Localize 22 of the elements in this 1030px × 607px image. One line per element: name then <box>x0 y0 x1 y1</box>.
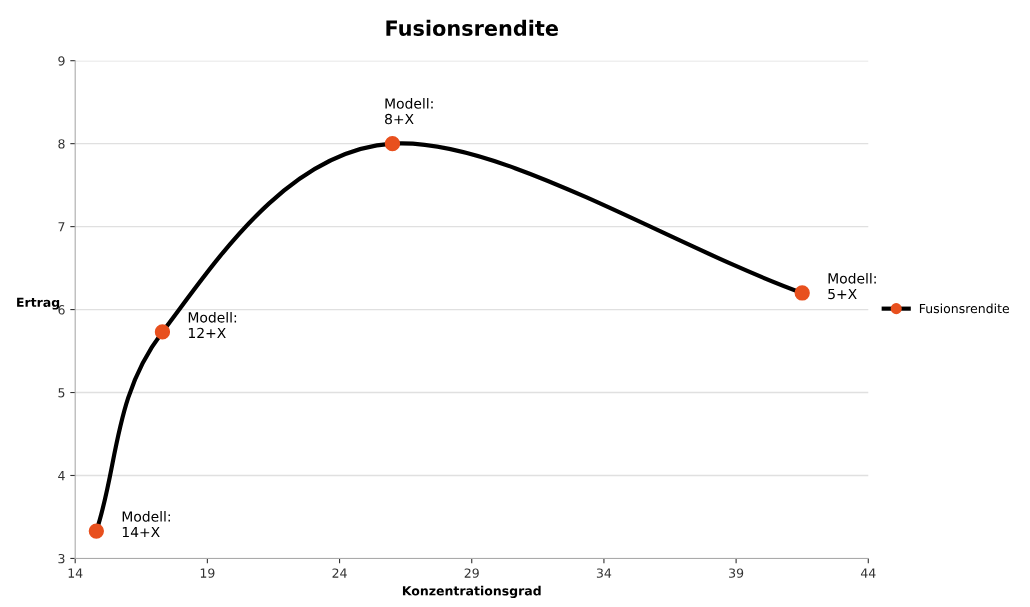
legend-label: Fusionsrendite <box>919 303 1010 314</box>
y-tick-label: 3 <box>58 553 65 564</box>
y-tick-label: 4 <box>58 471 65 481</box>
annotation: Modell: 12+X <box>188 311 237 339</box>
x-tick-label: 14 <box>68 568 83 578</box>
chart-title: Fusionsrendite <box>386 19 558 36</box>
annotation: Modell: 5+X <box>828 272 876 300</box>
x-tick-label: 39 <box>729 568 744 578</box>
y-tick-label: 6 <box>58 305 65 315</box>
x-tick-label: 34 <box>596 568 612 578</box>
y-axis-title: Ertrag <box>17 297 60 310</box>
y-tick-label: 7 <box>58 222 65 232</box>
y-tick-label: 5 <box>58 388 65 398</box>
y-tick-label: 9 <box>58 56 65 66</box>
x-axis-title: Konzentrationsgrad <box>402 585 541 599</box>
y-tick-label: 8 <box>58 139 65 149</box>
annotation: Modell: 8+X <box>385 98 433 125</box>
x-tick-label: 24 <box>332 568 347 578</box>
x-tick-label: 29 <box>464 568 479 578</box>
x-tick-label: 44 <box>860 568 876 578</box>
x-tick-label: 19 <box>200 568 215 578</box>
annotation: Modell: 14+X <box>122 511 170 538</box>
